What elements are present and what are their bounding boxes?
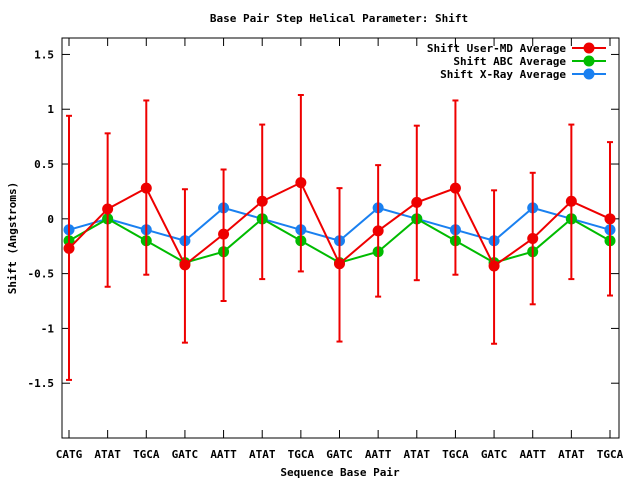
data-point (63, 242, 75, 254)
x-tick-label: CATG (56, 448, 83, 461)
x-tick-label: GATC (326, 448, 353, 461)
y-axis-label: Shift (Angstroms) (6, 182, 19, 295)
x-tick-label: AATT (210, 448, 237, 461)
x-tick-label: GATC (481, 448, 508, 461)
data-point (334, 258, 345, 270)
x-tick-label: ATAT (404, 448, 431, 461)
x-tick-label: ATAT (558, 448, 585, 461)
x-tick-label: TGCA (442, 448, 469, 461)
y-tick-label: 1 (47, 103, 54, 116)
data-point (140, 182, 152, 194)
y-tick-label: -1.5 (28, 377, 55, 390)
x-tick-label: AATT (365, 448, 392, 461)
x-tick-label: ATAT (94, 448, 121, 461)
legend-marker (583, 68, 595, 80)
data-point (411, 196, 423, 208)
data-point (372, 225, 384, 237)
series-0 (63, 93, 616, 381)
x-tick-label: AATT (519, 448, 546, 461)
y-tick-label: 0.5 (34, 158, 54, 171)
y-tick-label: 1.5 (34, 48, 54, 61)
y-tick-label: -1 (41, 322, 55, 335)
data-point (295, 177, 307, 189)
data-point (527, 233, 539, 245)
chart-title: Base Pair Step Helical Parameter: Shift (210, 12, 468, 25)
legend-marker (583, 42, 595, 54)
x-tick-label: GATC (172, 448, 199, 461)
x-tick-label: TGCA (288, 448, 315, 461)
data-point (102, 203, 114, 215)
data-point (604, 213, 616, 225)
data-point (256, 195, 268, 207)
y-tick-label: -0.5 (28, 268, 55, 281)
x-tick-label: ATAT (249, 448, 276, 461)
x-tick-label: TGCA (597, 448, 624, 461)
plot-area-frame (61, 37, 620, 439)
data-point (218, 228, 230, 240)
legend-marker (583, 55, 595, 67)
x-axis-label: Sequence Base Pair (280, 466, 400, 479)
data-point (565, 195, 577, 207)
data-point (179, 259, 191, 271)
data-point (449, 182, 461, 194)
y-tick-label: 0 (47, 213, 54, 226)
x-tick-label: TGCA (133, 448, 160, 461)
data-point (488, 260, 500, 272)
legend-label: Shift User-MD Average (427, 42, 566, 55)
legend-label: Shift ABC Average (453, 55, 566, 68)
legend-label: Shift X-Ray Average (440, 68, 566, 81)
